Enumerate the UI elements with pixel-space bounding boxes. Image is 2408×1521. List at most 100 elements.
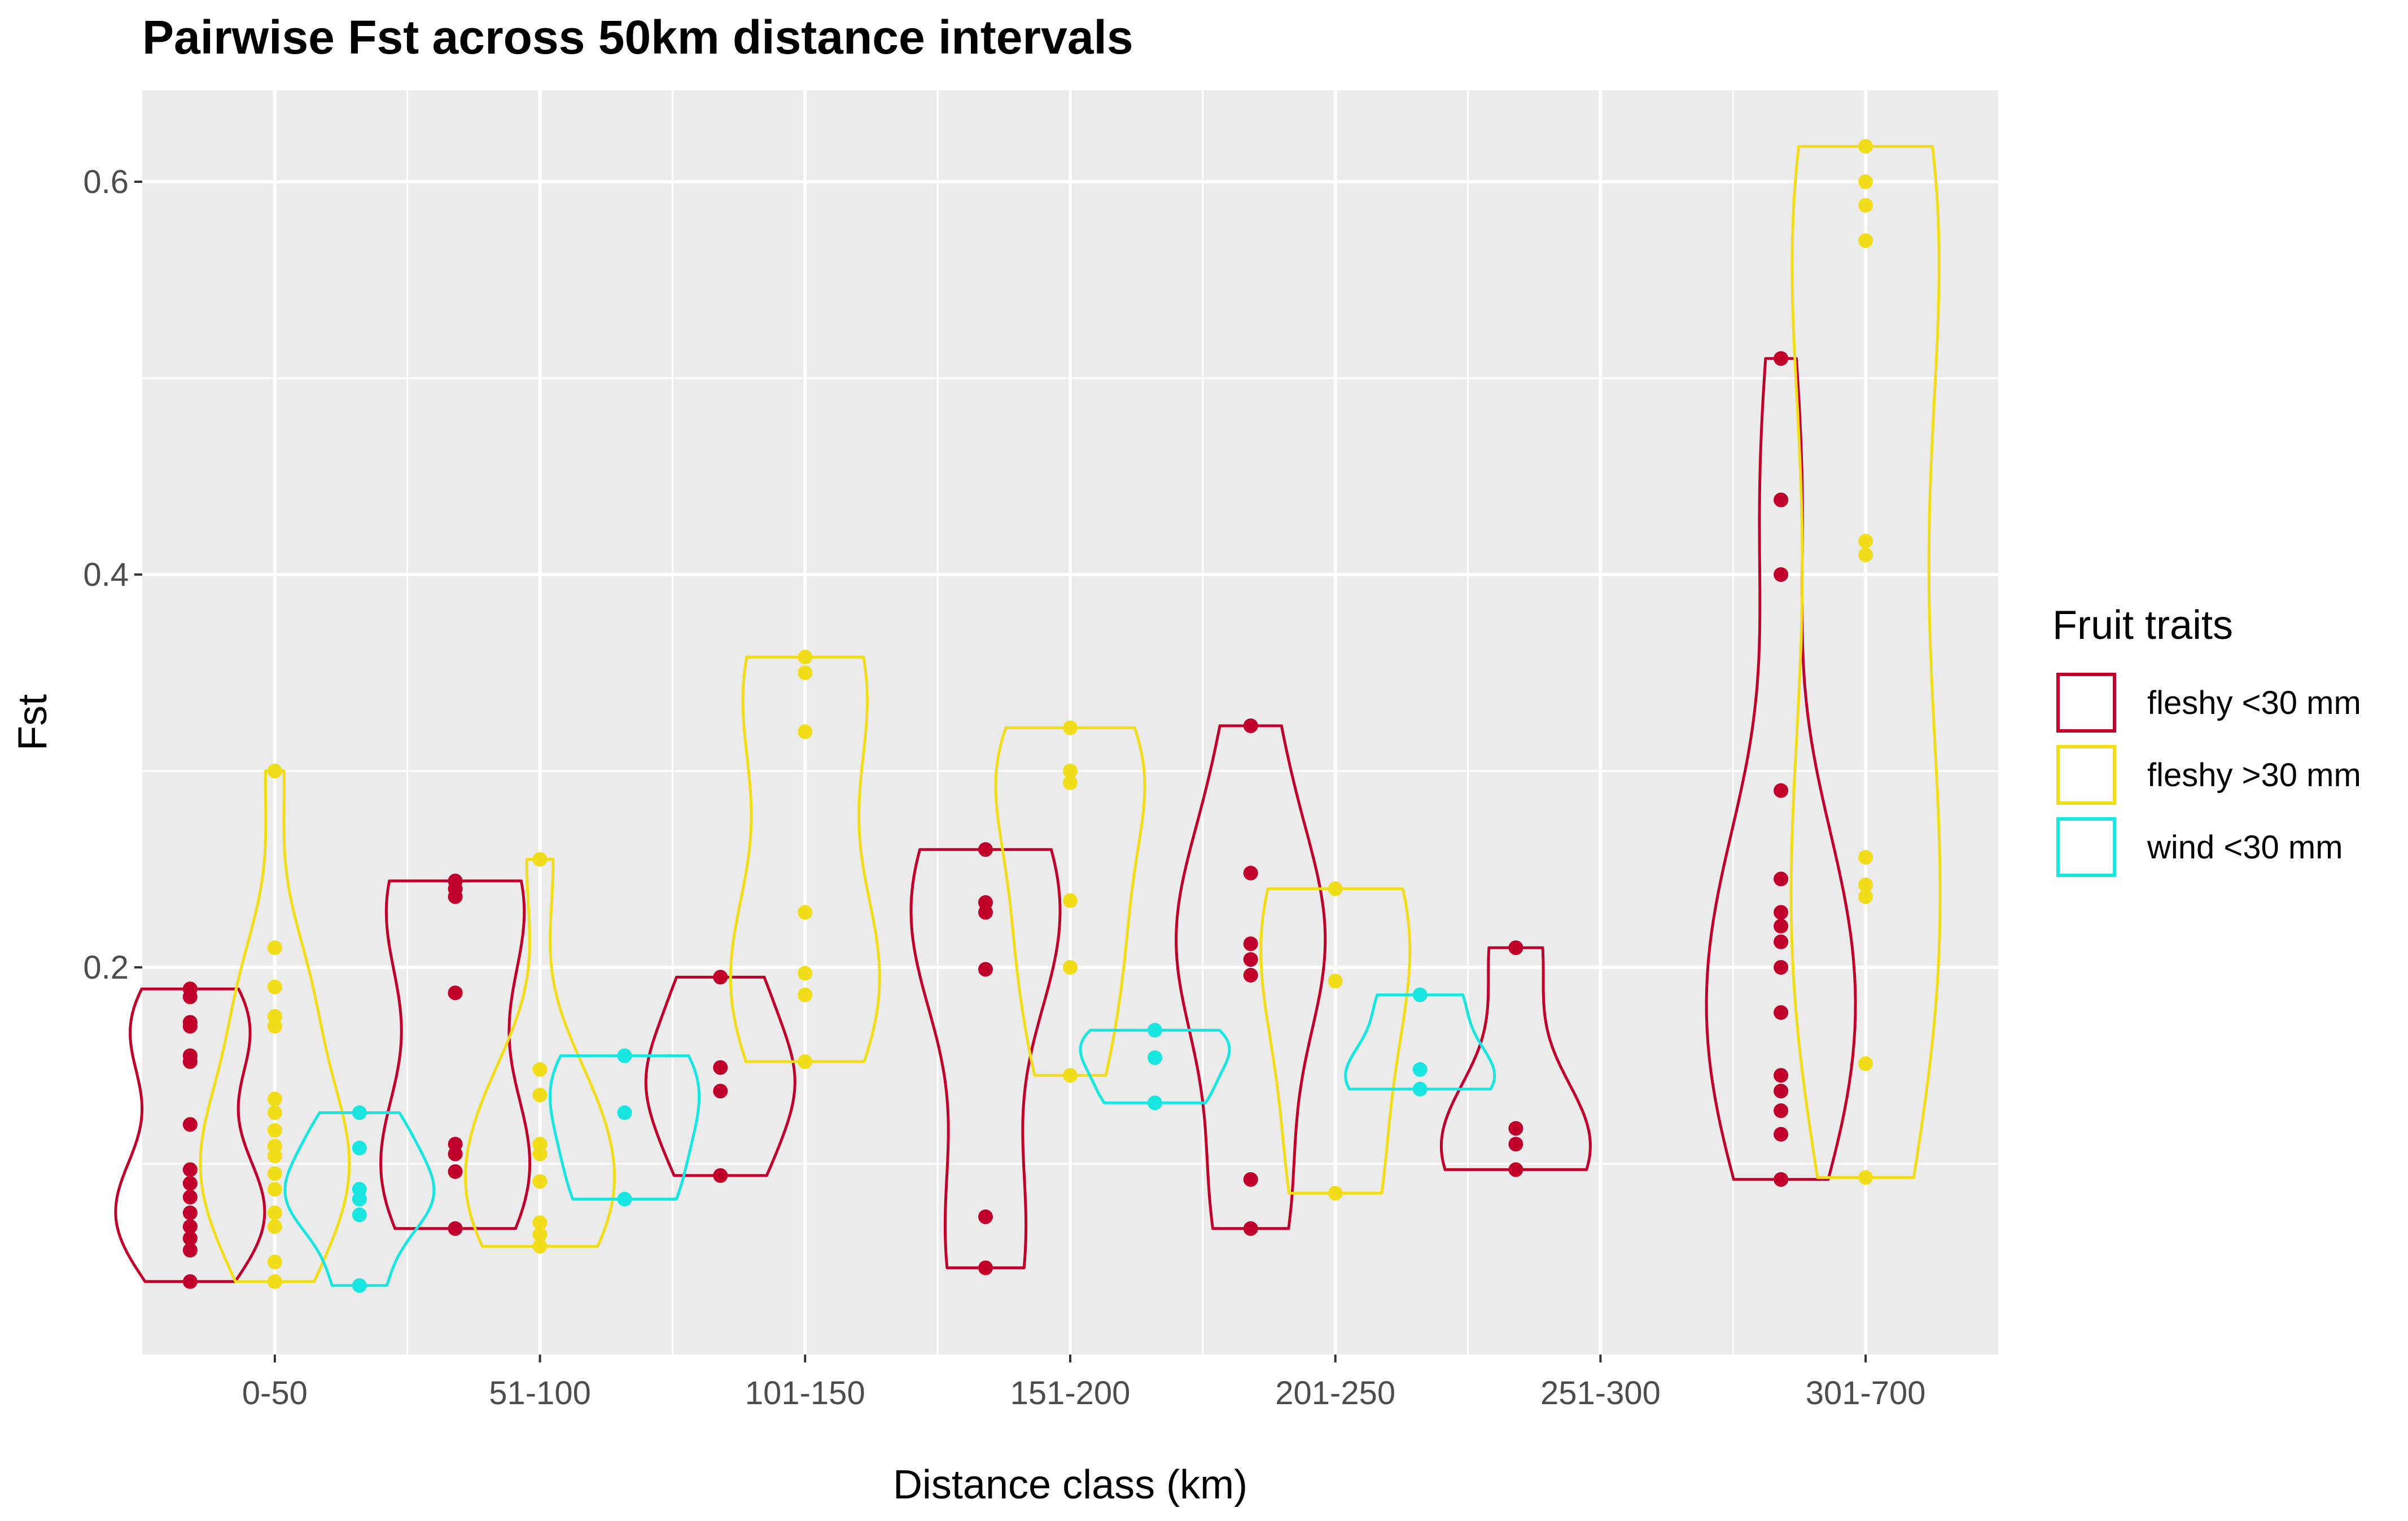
- data-point: [182, 1162, 198, 1177]
- x-tick-label: 0-50: [242, 1375, 308, 1412]
- data-point: [1243, 936, 1258, 952]
- data-point: [182, 1190, 198, 1205]
- data-point: [532, 1088, 548, 1103]
- data-point: [1858, 1170, 1873, 1185]
- data-point: [1063, 720, 1078, 735]
- y-tick-label: 0.4: [83, 556, 129, 593]
- data-point: [1243, 865, 1258, 880]
- data-point: [532, 1174, 548, 1189]
- data-point: [532, 1227, 548, 1242]
- y-axis: 0.2 0.4 0.6: [83, 164, 142, 986]
- violin: [114, 987, 266, 1283]
- data-point: [1063, 1068, 1078, 1083]
- legend-key-background: [2052, 741, 2120, 809]
- violin: [1439, 946, 1592, 1171]
- data-point: [1858, 547, 1873, 563]
- data-point: [1774, 960, 1789, 975]
- violins: [114, 144, 1942, 1287]
- x-tick-label: 51-100: [489, 1375, 591, 1412]
- data-point: [1243, 718, 1258, 733]
- data-point: [1412, 987, 1428, 1002]
- data-point: [798, 1054, 813, 1069]
- data-point: [978, 842, 993, 857]
- data-point: [448, 889, 463, 904]
- y-axis-label: Fst: [10, 694, 55, 751]
- data-point: [352, 1141, 367, 1156]
- data-point: [267, 1219, 282, 1234]
- legend-label: wind <30 mm: [2147, 829, 2343, 866]
- data-point: [448, 1221, 463, 1236]
- data-point: [978, 1209, 993, 1224]
- data-point: [1243, 1172, 1258, 1187]
- data-point: [617, 1048, 632, 1063]
- violin: [1789, 144, 1942, 1179]
- violin: [549, 1054, 701, 1201]
- data-point: [182, 1231, 198, 1246]
- data-point: [267, 1255, 282, 1269]
- violin: [1175, 724, 1327, 1230]
- data-point: [1148, 1050, 1162, 1066]
- legend-key: [2056, 817, 2116, 877]
- data-point: [182, 1117, 198, 1132]
- data-point: [798, 724, 813, 739]
- x-axis: 0-50 51-100 101-150 151-200 201-250 251-300 30…: [242, 1355, 1926, 1412]
- violin: [994, 726, 1146, 1077]
- data-point: [978, 1260, 993, 1275]
- data-point: [352, 1207, 367, 1222]
- data-point: [1148, 1023, 1162, 1038]
- data-point: [1858, 233, 1873, 248]
- violin: [1079, 1028, 1231, 1104]
- x-tick-label: 101-150: [745, 1375, 865, 1412]
- data-point: [1774, 1084, 1789, 1099]
- data-point: [1243, 1221, 1258, 1236]
- legend-key-background: [2052, 813, 2120, 881]
- data-point: [1858, 889, 1873, 904]
- data-point: [182, 1054, 198, 1069]
- data-point: [1774, 492, 1789, 507]
- violin: [644, 975, 796, 1177]
- data-point: [1858, 198, 1873, 213]
- data-point: [1148, 1095, 1162, 1111]
- data-point: [532, 1215, 548, 1230]
- data-point: [1063, 960, 1078, 975]
- data-point: [182, 1243, 198, 1258]
- data-point: [182, 1274, 198, 1289]
- chart-title: Pairwise Fst across 50km distance interv…: [142, 11, 1133, 64]
- data-point: [713, 1060, 728, 1075]
- x-tick-label: 301-700: [1806, 1375, 1926, 1412]
- data-point: [1774, 1103, 1789, 1119]
- data-point: [448, 1164, 463, 1179]
- data-point: [1243, 952, 1258, 967]
- x-tick-label: 251-300: [1540, 1375, 1661, 1412]
- data-point: [1328, 1186, 1343, 1201]
- data-point: [1774, 905, 1789, 920]
- data-point: [1328, 974, 1343, 989]
- x-tick-label: 201-250: [1275, 1375, 1395, 1412]
- data-point: [1508, 940, 1523, 955]
- data-point: [798, 966, 813, 981]
- data-point: [1412, 1081, 1428, 1097]
- data-point: [1774, 871, 1789, 887]
- data-point: [1508, 1121, 1523, 1136]
- data-point: [267, 1182, 282, 1197]
- data-point: [1508, 1162, 1523, 1177]
- data-point: [1774, 934, 1789, 949]
- data-point: [182, 1176, 198, 1191]
- data-point: [1858, 139, 1873, 154]
- data-point: [267, 1149, 282, 1164]
- points: [182, 139, 1873, 1293]
- legend-label: fleshy <30 mm: [2147, 685, 2361, 721]
- data-point: [267, 764, 282, 778]
- data-point: [978, 962, 993, 977]
- data-point: [532, 1239, 548, 1254]
- data-point: [182, 1219, 198, 1234]
- data-point: [1063, 764, 1078, 778]
- data-point: [1063, 775, 1078, 790]
- data-point: [713, 1084, 728, 1099]
- data-point: [1858, 850, 1873, 865]
- violin: [379, 879, 532, 1230]
- data-point: [532, 1146, 548, 1161]
- data-point: [798, 987, 813, 1002]
- data-point: [1774, 1172, 1789, 1187]
- x-tick-label: 151-200: [1010, 1375, 1131, 1412]
